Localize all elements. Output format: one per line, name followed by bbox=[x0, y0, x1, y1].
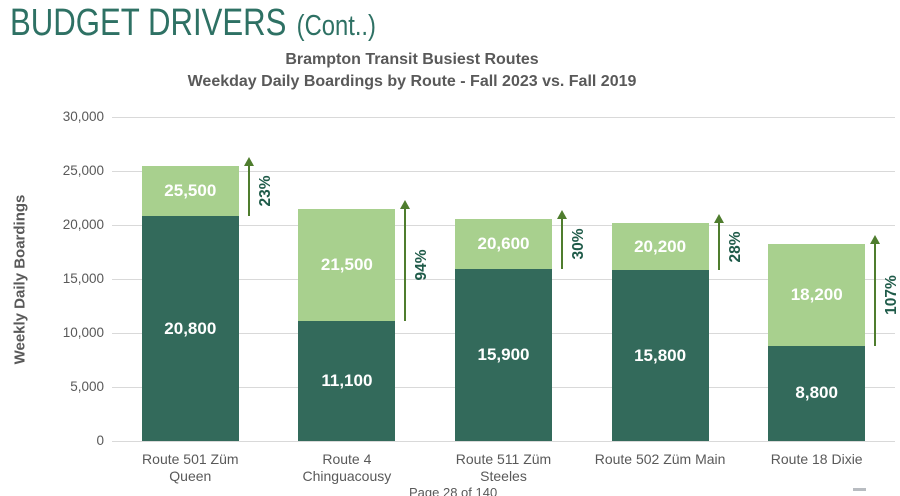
x-category-label-line: Chinguacousy bbox=[302, 468, 392, 484]
page-title: BUDGET DRIVERS (Cont..) bbox=[10, 2, 376, 45]
growth-arrow-line bbox=[717, 222, 720, 271]
bar-segment-fall2019 bbox=[611, 270, 709, 441]
bar-segment-fall2023-increase bbox=[611, 222, 709, 271]
bar-value-fall2023: 18,200 bbox=[790, 285, 843, 305]
bar-segment-fall2019 bbox=[141, 216, 239, 441]
bar-value-fall2019: 8,800 bbox=[795, 383, 838, 403]
y-tick-label: 0 bbox=[96, 433, 104, 448]
x-category-label-line: Route 501 Züm bbox=[142, 451, 239, 467]
bar-segment-fall2023-increase bbox=[298, 208, 396, 322]
x-category-label: Route 18 Dixie bbox=[732, 451, 900, 468]
bar-segment-fall2019 bbox=[768, 345, 866, 441]
y-tick-label: 10,000 bbox=[62, 325, 104, 340]
y-tick-label: 25,000 bbox=[62, 163, 104, 178]
y-tick-label: 15,000 bbox=[62, 271, 104, 286]
growth-arrow-icon bbox=[243, 156, 254, 166]
x-category-label: Route 502 Züm Main bbox=[575, 451, 745, 468]
bar-segment-fall2019 bbox=[298, 321, 396, 441]
gridline bbox=[112, 117, 895, 118]
growth-arrow-icon bbox=[557, 209, 567, 219]
growth-arrow-line bbox=[561, 218, 563, 270]
chart-title: Brampton Transit Busiest Routes bbox=[285, 51, 539, 68]
x-category-label: Route 511 Züm Steeles bbox=[419, 451, 589, 485]
growth-arrow-line bbox=[874, 244, 877, 346]
bar-value-fall2023: 25,500 bbox=[164, 180, 217, 200]
chart-subtitle: Weekday Daily Boardings by Route - Fall … bbox=[187, 73, 637, 90]
x-category-label-line: Route 18 Dixie bbox=[770, 451, 863, 467]
bar-segment-fall2023-increase bbox=[768, 244, 866, 346]
x-category-label-line: Steeles bbox=[480, 468, 527, 484]
bar-value-fall2019: 11,100 bbox=[321, 371, 373, 391]
y-tick-label: 30,000 bbox=[62, 109, 104, 124]
pct-change-label: 30% bbox=[570, 228, 587, 260]
pct-change-label: 107% bbox=[883, 275, 900, 316]
x-category-label-line: Route 4 bbox=[322, 451, 372, 467]
bar-value-fall2019: 15,800 bbox=[634, 345, 687, 365]
bar-value-fall2023: 21,500 bbox=[320, 254, 373, 274]
clipped-footer-mark bbox=[853, 488, 866, 491]
growth-arrow-line bbox=[404, 208, 407, 322]
x-category-label-line: Route 511 Züm bbox=[455, 451, 552, 467]
growth-arrow-line bbox=[247, 165, 250, 217]
pct-change-label: 28% bbox=[726, 231, 744, 263]
bar-value-fall2019: 20,800 bbox=[164, 318, 217, 338]
y-axis-title: Weekly Daily Boardings bbox=[11, 194, 29, 365]
growth-arrow-icon bbox=[400, 199, 411, 209]
x-category-label-line: Queen bbox=[169, 468, 212, 484]
pct-change-label: 23% bbox=[256, 175, 274, 207]
y-tick-label: 5,000 bbox=[70, 379, 104, 394]
x-category-label: Route 4 Chinguacousy bbox=[262, 451, 432, 485]
growth-arrow-icon bbox=[713, 213, 724, 223]
growth-arrow-icon bbox=[870, 235, 881, 245]
x-category-label: Route 501 Züm Queen bbox=[105, 451, 275, 485]
bar-segment-fall2023-increase bbox=[455, 218, 552, 270]
page-title-suffix: (Cont..) bbox=[296, 10, 376, 42]
bar-segment-fall2023-increase bbox=[141, 165, 239, 217]
pct-change-label: 94% bbox=[413, 249, 431, 281]
gridline bbox=[112, 441, 895, 442]
bar-value-fall2023: 20,600 bbox=[477, 233, 530, 253]
page-title-text: BUDGET DRIVERS bbox=[10, 2, 287, 44]
bar-segment-fall2019 bbox=[455, 269, 552, 441]
page-number: Page 28 of 140 bbox=[409, 485, 498, 496]
bar-value-fall2019: 15,900 bbox=[477, 345, 530, 365]
x-category-label-line: Route 502 Züm Main bbox=[594, 451, 726, 467]
y-tick-label: 20,000 bbox=[62, 217, 104, 232]
gridline bbox=[112, 171, 895, 172]
bar-value-fall2023: 20,200 bbox=[634, 236, 687, 256]
